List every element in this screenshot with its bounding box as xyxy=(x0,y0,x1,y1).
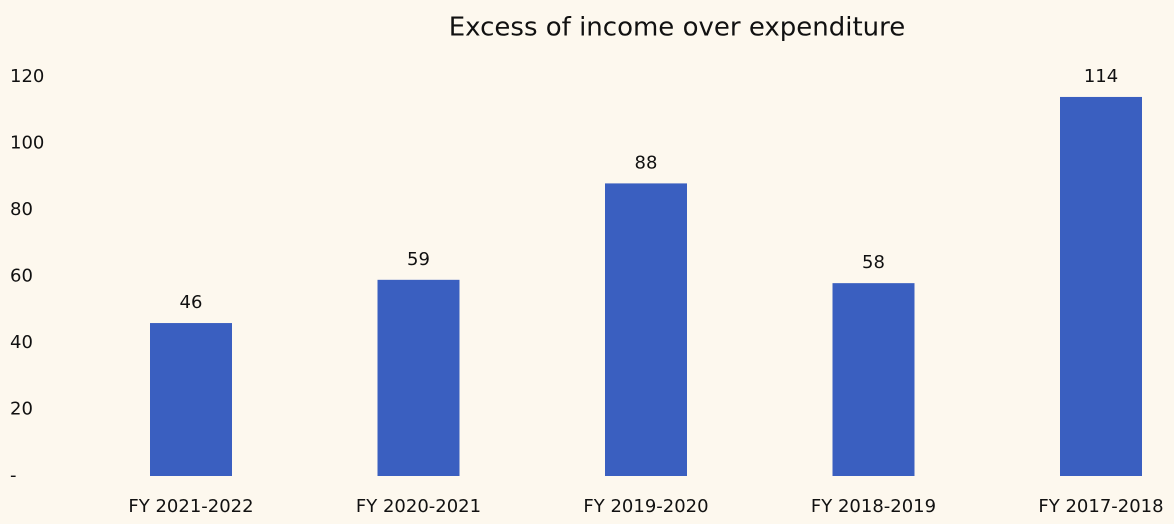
x-tick-label: FY 2018-2019 xyxy=(811,496,936,517)
bar xyxy=(377,279,460,476)
bar xyxy=(1060,96,1142,476)
value-label: 58 xyxy=(862,252,885,273)
bar xyxy=(605,183,687,476)
value-label: 88 xyxy=(635,152,658,173)
x-tick-label: FY 2021-2022 xyxy=(128,496,253,517)
value-label: 114 xyxy=(1084,66,1118,87)
y-tick-label: 100 xyxy=(10,133,44,154)
value-label: 59 xyxy=(407,249,430,270)
y-tick-label: - xyxy=(10,465,17,486)
y-tick-label: 60 xyxy=(10,266,33,287)
y-tick-label: 40 xyxy=(10,332,33,353)
bar xyxy=(150,323,232,476)
chart-title: Excess of income over expenditure xyxy=(449,13,906,43)
x-tick-label: FY 2017-2018 xyxy=(1038,496,1163,517)
x-tick-label: FY 2019-2020 xyxy=(583,496,708,517)
x-tick-label: FY 2020-2021 xyxy=(356,496,481,517)
y-tick-label: 120 xyxy=(10,66,44,87)
y-tick-label: 20 xyxy=(10,399,33,420)
value-label: 46 xyxy=(180,292,203,313)
bar xyxy=(832,283,915,476)
y-tick-label: 80 xyxy=(10,199,33,220)
